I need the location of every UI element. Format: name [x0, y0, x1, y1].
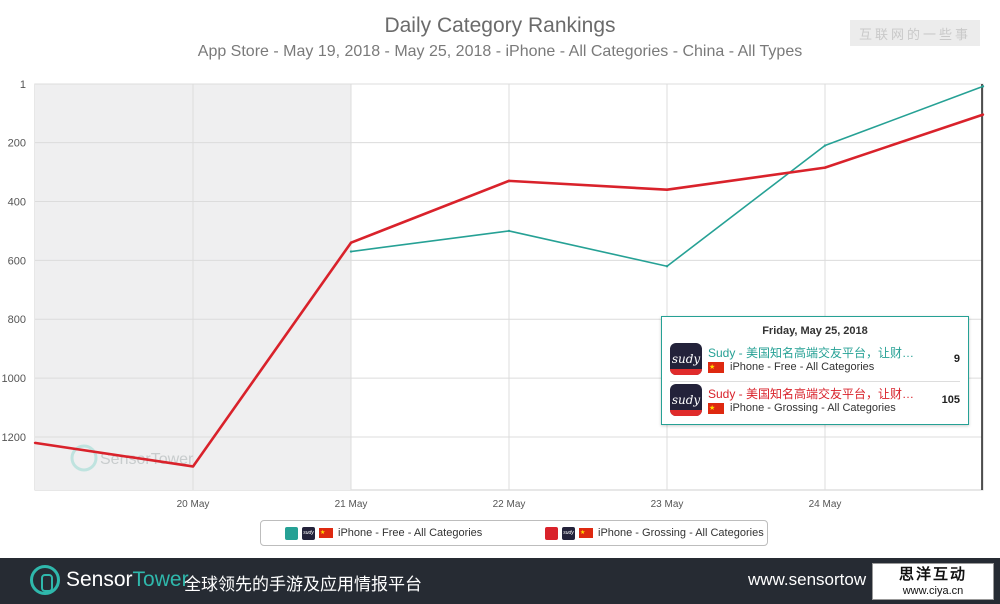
x-tick-label: 23 May: [651, 499, 684, 510]
china-flag-icon: ★: [319, 528, 333, 538]
sudy-app-icon: sudy: [562, 526, 575, 540]
tooltip-series-type: iPhone - Free - All Categories: [730, 361, 875, 373]
data-point-grossing: [665, 188, 669, 191]
brand-part-a: Sensor: [66, 568, 133, 591]
x-tick-label: 21 May: [335, 499, 368, 510]
x-tick-label: 22 May: [493, 499, 526, 510]
legend-label-free: iPhone - Free - All Categories: [338, 527, 483, 539]
tooltip-rank-value: 9: [953, 353, 960, 365]
legend-swatch-grossing: [545, 526, 558, 540]
y-tick-label: 1000: [2, 373, 26, 385]
data-point-grossing: [33, 441, 37, 445]
data-point-grossing: [823, 166, 827, 169]
chart-watermark-icon: [70, 444, 98, 472]
chart-subtitle: App Store - May 19, 2018 - May 25, 2018 …: [197, 43, 803, 60]
footer-bar: SensorTower 全球领先的手游及应用情报平台 www.sensortow: [0, 558, 1000, 604]
watermark-top: 互联网的一些事: [850, 20, 980, 46]
data-point-free: [823, 144, 827, 147]
tooltip-date: Friday, May 25, 2018: [762, 325, 868, 337]
x-tick-label: 20 May: [177, 499, 210, 510]
tooltip-app-name: Sudy - 美国知名高端交友平台，让财…: [708, 346, 915, 360]
data-point-grossing: [507, 179, 511, 183]
x-tick-label: 24 May: [809, 499, 842, 510]
sudy-app-icon: sudy: [302, 526, 315, 540]
legend-swatch-free: [285, 526, 298, 540]
tooltip-series-type: iPhone - Grossing - All Categories: [730, 402, 896, 414]
data-point-free: [349, 250, 353, 253]
chart-tooltip: Friday, May 25, 2018 sudy Sudy - 美国知名高端交…: [661, 316, 969, 425]
tooltip-app-name: Sudy - 美国知名高端交友平台，让财…: [708, 387, 915, 401]
china-flag-icon: ★: [708, 403, 724, 414]
y-tick-label: 1: [20, 79, 26, 91]
data-point-grossing: [981, 113, 985, 116]
y-tick-label: 1200: [2, 432, 26, 444]
data-point-free: [507, 229, 511, 233]
y-tick-label: 400: [8, 196, 26, 208]
sudy-app-icon: sudy: [670, 343, 702, 375]
chart-title: Daily Category Rankings: [384, 14, 616, 37]
stamp-line-2: www.ciya.cn: [902, 585, 964, 597]
tooltip-rank-value: 105: [941, 394, 960, 406]
tooltip-row-grossing: sudy Sudy - 美国知名高端交友平台，让财… ★ iPhone - Gr…: [670, 381, 960, 419]
chart-legend: sudy ★ iPhone - Free - All Categories su…: [260, 520, 768, 546]
china-flag-icon: ★: [708, 362, 724, 373]
brand-part-b: Tower: [132, 568, 189, 591]
sudy-app-icon: sudy: [670, 384, 702, 416]
data-point-free: [665, 265, 669, 268]
y-tick-label: 800: [8, 314, 26, 326]
tooltip-row-free: sudy Sudy - 美国知名高端交友平台，让财… ★ iPhone - Fr…: [670, 341, 960, 379]
stamp-line-1: 思洋互动: [898, 566, 967, 583]
y-tick-label: 200: [8, 138, 26, 150]
legend-item-grossing[interactable]: sudy ★ iPhone - Grossing - All Categorie…: [545, 521, 764, 545]
y-tick-label: 600: [8, 255, 26, 267]
legend-item-free[interactable]: sudy ★ iPhone - Free - All Categories: [285, 521, 482, 545]
footer-tagline: 全球领先的手游及应用情报平台: [184, 575, 422, 594]
footer-brand: SensorTower: [66, 568, 189, 592]
corner-watermark-stamp: 思洋互动 www.ciya.cn: [872, 563, 994, 600]
sensortower-logo-icon: [30, 565, 60, 595]
footer-url[interactable]: www.sensortow: [748, 570, 867, 589]
data-point-grossing: [191, 465, 195, 468]
legend-label-grossing: iPhone - Grossing - All Categories: [598, 527, 764, 539]
china-flag-icon: ★: [579, 528, 593, 538]
data-point-grossing: [349, 241, 353, 244]
data-point-free: [981, 85, 985, 88]
